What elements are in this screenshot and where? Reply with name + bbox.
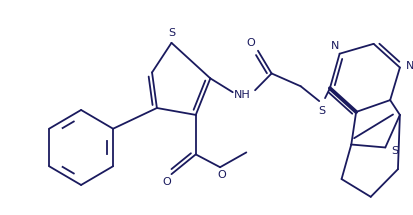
Text: S: S: [318, 106, 325, 116]
Text: S: S: [391, 146, 398, 157]
Text: O: O: [217, 170, 226, 180]
Text: N: N: [404, 61, 413, 71]
Text: O: O: [162, 177, 171, 187]
Text: O: O: [246, 38, 255, 48]
Text: NH: NH: [233, 90, 250, 100]
Text: S: S: [168, 28, 175, 38]
Text: N: N: [330, 41, 338, 51]
